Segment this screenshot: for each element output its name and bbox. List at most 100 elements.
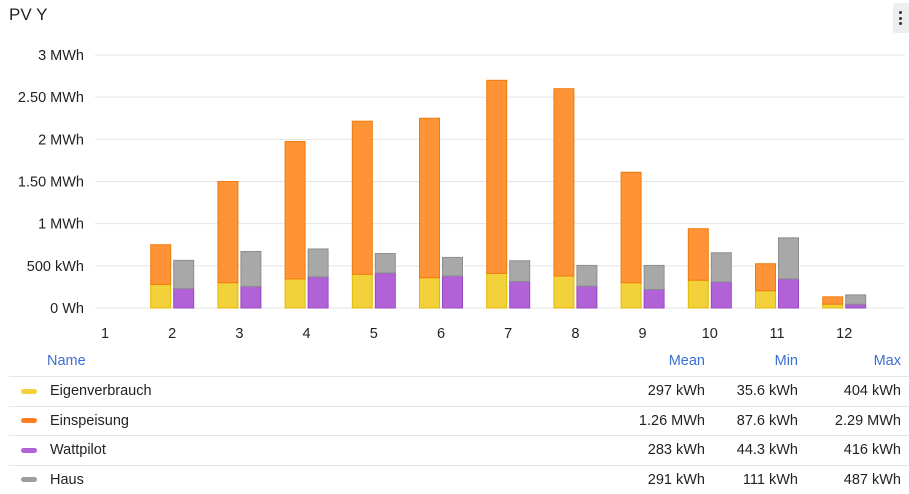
bar-einspeisung (687, 228, 709, 281)
y-tick-label: 3 MWh (38, 48, 84, 64)
panel-menu-button[interactable] (893, 3, 909, 33)
x-tick-label: 8 (571, 326, 579, 342)
legend-max-value: 416 kWh (806, 435, 909, 466)
bar-haus (240, 250, 262, 287)
bar-wattpilot (509, 280, 531, 309)
bar-einspeisung (419, 117, 440, 279)
bar-eigenverbrauch (553, 275, 575, 309)
y-tick-label: 0 Wh (50, 301, 84, 317)
legend-row[interactable]: Einspeisung 1.26 MWh 87.6 kWh 2.29 MWh (9, 406, 909, 436)
bar-haus (442, 256, 463, 277)
legend-table: Name Mean Min Max Eigenverbrauch 297 kWh 3… (9, 346, 909, 494)
bar-chart: 0 Wh 500 kWh 1 MWh 1.50 MWh 2 MWh 2.50 MWh 3 M… (18, 48, 905, 342)
series-swatch-icon (21, 447, 37, 453)
x-tick-label: 4 (303, 326, 311, 342)
bar-haus (576, 264, 598, 287)
series-name: Haus (50, 471, 84, 488)
legend-header-row: Name Mean Min Max (9, 346, 909, 377)
bar-haus (374, 253, 396, 274)
bar-wattpilot (374, 272, 396, 309)
bar-eigenverbrauch (351, 273, 373, 309)
legend-row[interactable]: Wattpilot 283 kWh 44.3 kWh 416 kWh (9, 435, 909, 466)
legend-min-value: 35.6 kWh (713, 376, 806, 407)
series-name: Wattpilot (50, 442, 106, 459)
bar-eigenverbrauch (620, 282, 642, 309)
bar-wattpilot (442, 275, 463, 309)
legend-mean-value: 297 kWh (595, 376, 713, 407)
legend-row[interactable]: Haus 291 kWh 111 kWh 487 kWh (9, 465, 909, 494)
bar-wattpilot (778, 278, 799, 309)
bar-einspeisung (150, 244, 172, 285)
column-header-max[interactable]: Max (806, 346, 909, 377)
panel-title: PV Y (9, 5, 48, 24)
y-tick-label: 1 MWh (38, 217, 84, 233)
bar-wattpilot (643, 288, 665, 309)
bar-wattpilot (845, 303, 867, 309)
legend-name-cell: Wattpilot (9, 435, 595, 466)
series-name: Eigenverbrauch (50, 383, 152, 400)
x-tick-label: 3 (235, 326, 243, 342)
bar-eigenverbrauch (419, 277, 440, 309)
bar-einspeisung (351, 120, 373, 275)
bar-einspeisung (217, 181, 239, 284)
x-tick-label: 6 (437, 326, 445, 342)
more-vertical-icon-dot (899, 22, 902, 25)
bar-einspeisung (822, 296, 844, 305)
legend-name-cell: Haus (9, 465, 595, 494)
legend-name-cell: Einspeisung (9, 406, 595, 436)
column-header-min[interactable]: Min (713, 346, 806, 377)
x-tick-label: 2 (168, 326, 176, 342)
series-swatch-icon (21, 477, 37, 483)
bar-haus (845, 294, 867, 305)
legend-mean-value: 1.26 MWh (595, 406, 713, 436)
series-swatch-icon (21, 388, 37, 394)
bar-eigenverbrauch (687, 279, 709, 309)
x-tick-label: 9 (639, 326, 647, 342)
bar-wattpilot (240, 285, 262, 309)
bar-einspeisung (620, 171, 642, 284)
y-tick-label: 2.50 MWh (18, 90, 84, 106)
legend-mean-value: 291 kWh (647, 471, 705, 488)
bar-eigenverbrauch (486, 272, 508, 309)
bar-haus (173, 259, 195, 290)
bar-haus (710, 252, 732, 283)
legend-max-value: 404 kWh (806, 376, 909, 407)
series-name: Einspeisung (50, 412, 129, 429)
x-tick-label: 11 (769, 326, 784, 342)
bar-eigenverbrauch (755, 290, 776, 309)
bar-eigenverbrauch (150, 283, 172, 309)
legend-min-value: 44.3 kWh (713, 435, 806, 466)
column-header-name[interactable]: Name (9, 346, 595, 377)
bar-haus (307, 248, 329, 278)
column-header-mean[interactable]: Mean (595, 346, 713, 377)
bar-einspeisung (755, 263, 776, 292)
legend-name-cell: Eigenverbrauch (9, 376, 595, 407)
legend-min-value: 87.6 kWh (713, 406, 806, 436)
legend-row[interactable]: Eigenverbrauch 297 kWh 35.6 kWh 404 kWh (9, 376, 909, 407)
bar-wattpilot (307, 276, 329, 309)
x-tick-label: 5 (370, 326, 378, 342)
x-tick-label: 1 (101, 326, 109, 342)
y-tick-label: 1.50 MWh (18, 175, 84, 191)
more-vertical-icon (899, 11, 902, 14)
x-tick-label: 7 (504, 326, 512, 342)
y-tick-label: 500 kWh (27, 259, 84, 275)
x-tick-label: 10 (702, 326, 718, 342)
x-tick-label: 12 (836, 326, 852, 342)
legend-max-value: 487 kWh (843, 471, 901, 488)
bar-eigenverbrauch (822, 303, 844, 309)
y-tick-label: 2 MWh (38, 132, 84, 148)
more-vertical-icon-dot (899, 16, 902, 20)
bar-einspeisung (553, 88, 575, 277)
bar-einspeisung (486, 79, 508, 274)
legend-min-value: 111 kWh (742, 471, 798, 488)
bar-einspeisung (284, 140, 306, 280)
bar-eigenverbrauch (217, 282, 239, 309)
bar-wattpilot (576, 285, 598, 309)
bar-haus (643, 264, 665, 290)
bar-haus (509, 260, 531, 282)
legend-mean-value: 283 kWh (595, 435, 713, 466)
bar-wattpilot (173, 288, 195, 309)
series-swatch-icon (21, 418, 37, 424)
bar-haus (778, 237, 799, 280)
